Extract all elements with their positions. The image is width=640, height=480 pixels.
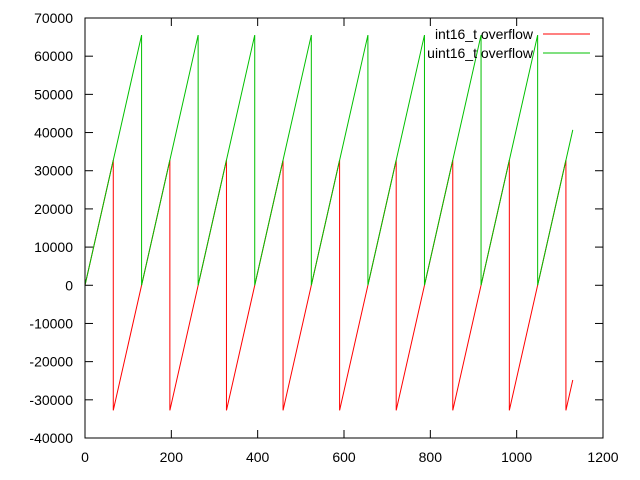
y-tick-label-7: 30000: [34, 163, 73, 179]
y-tick-label-5: 10000: [34, 239, 73, 255]
x-tick-label-5: 1000: [501, 449, 532, 465]
x-tick-label-2: 400: [246, 449, 270, 465]
legend-label-0: int16_t overflow: [435, 26, 534, 42]
y-axis-ticks: -40000 -30000 -20000 -10000 0 10000 20000 30000…: [29, 10, 603, 446]
x-tick-label-4: 800: [419, 449, 443, 465]
y-tick-label-9: 50000: [34, 86, 73, 102]
legend-label-1: uint16_t overflow: [427, 45, 534, 61]
y-tick-label-2: -20000: [29, 354, 73, 370]
legend: int16_t overflow uint16_t overflow: [427, 26, 590, 61]
y-tick-label-4: 0: [65, 277, 73, 293]
y-tick-label-10: 60000: [34, 48, 73, 64]
x-axis-ticks: 0 200 400 600 800 1000 1200: [81, 18, 619, 465]
series-line-0: [84, 160, 574, 411]
plot-frame: [84, 17, 604, 439]
y-tick-label-11: 70000: [34, 10, 73, 26]
y-tick-label-3: -10000: [29, 315, 73, 331]
x-tick-label-0: 0: [81, 449, 89, 465]
series-line-1: [84, 34, 574, 286]
series-layer: [84, 34, 574, 411]
x-tick-label-6: 1200: [587, 449, 618, 465]
x-tick-label-3: 600: [332, 449, 356, 465]
plot-border: [84, 17, 604, 439]
x-tick-label-1: 200: [160, 449, 184, 465]
y-tick-label-1: -30000: [29, 392, 73, 408]
y-tick-label-8: 40000: [34, 125, 73, 141]
y-tick-label-6: 20000: [34, 201, 73, 217]
y-tick-label-0: -40000: [29, 430, 73, 446]
